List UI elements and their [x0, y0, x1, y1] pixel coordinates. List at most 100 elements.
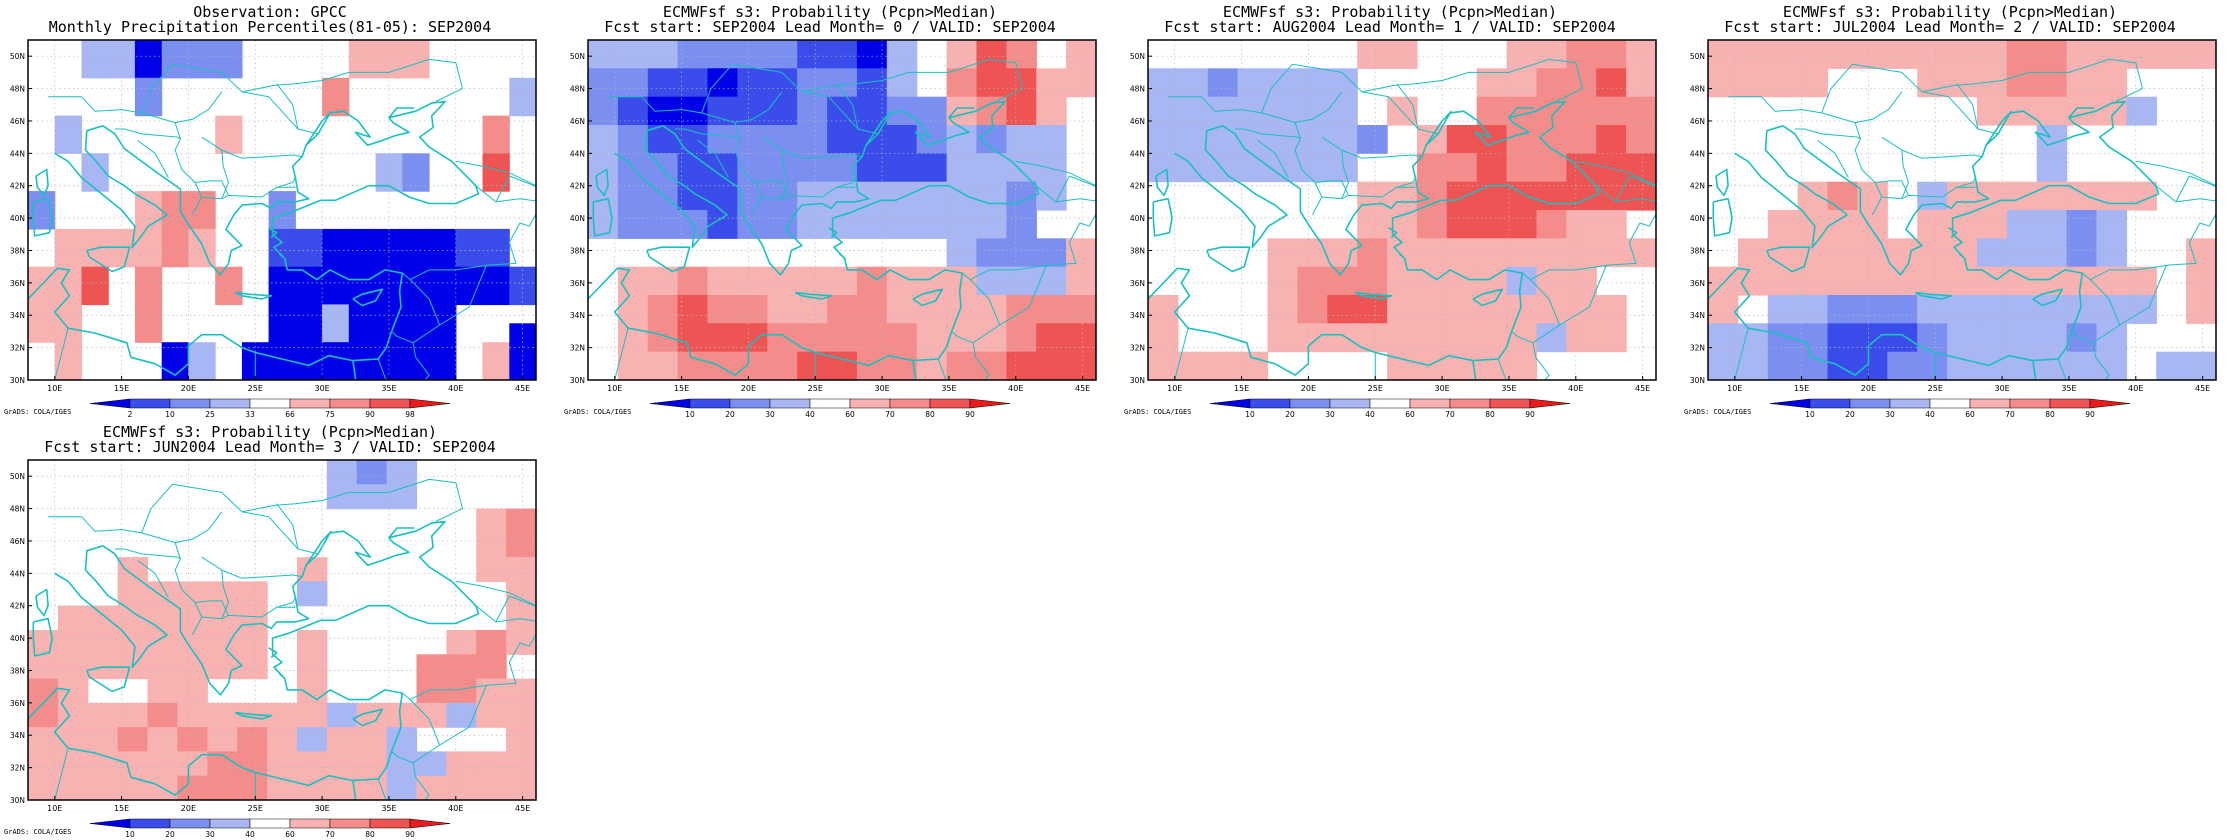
colorbar-swatch	[1849, 398, 1891, 409]
grid-cell	[976, 210, 1007, 239]
grid-cell	[1947, 181, 1978, 211]
grid-cell	[1566, 153, 1597, 183]
grid-cell	[87, 630, 119, 655]
grid-cell	[117, 581, 149, 607]
grid-cell	[1506, 295, 1538, 324]
grid-cell	[326, 484, 358, 510]
grid-cell	[54, 361, 82, 380]
grid-cell	[797, 210, 828, 239]
grid-cell	[402, 361, 430, 380]
coastline	[305, 530, 333, 566]
colorbar-swatch	[649, 398, 691, 409]
grid-cell	[147, 678, 178, 704]
lon-tick-label: 45E	[515, 804, 530, 813]
colorbar-swatch	[1489, 398, 1531, 409]
coastline	[1734, 125, 1848, 248]
country-border	[1901, 150, 1909, 199]
grid-cell	[916, 295, 948, 324]
grid-cell	[946, 125, 978, 154]
lat-tick-label: 44N	[570, 149, 585, 158]
colorbar-label: 20	[725, 410, 735, 419]
grid-cell	[476, 630, 507, 655]
country-border	[1055, 175, 1096, 203]
grid-cell	[54, 342, 82, 362]
country-border	[1817, 139, 1849, 178]
grid-cell	[1036, 323, 1067, 353]
grid-cell	[1177, 125, 1209, 154]
grid-cell	[1797, 181, 1829, 211]
grid-cell	[1917, 295, 1948, 324]
grid-cell	[117, 751, 149, 777]
grid-cell	[1947, 40, 1978, 69]
grid-cell	[737, 153, 768, 183]
grid-cell	[946, 40, 978, 69]
country-border	[1881, 136, 1903, 151]
colorbar-swatch	[249, 818, 291, 829]
country-border	[276, 503, 319, 555]
grid-cell	[1596, 153, 1627, 183]
grid-cell	[1857, 238, 1888, 268]
grid-cell	[28, 285, 56, 306]
colorbar-label: 70	[325, 830, 335, 839]
grid-cell	[2126, 40, 2157, 69]
grid-cell	[268, 304, 296, 324]
grid-cell	[147, 605, 178, 631]
grid-cell	[188, 191, 216, 211]
grid-cell	[976, 153, 1007, 183]
colorbar-swatch	[1809, 398, 1851, 409]
grid-cell	[87, 727, 119, 752]
grid-cell	[326, 702, 358, 728]
grid-cell	[856, 295, 888, 324]
grid-cell	[588, 125, 619, 154]
panel-lead2: ECMWFsf s3: Probability (Pcpn>Median) Fc…	[1680, 0, 2220, 420]
grid-cell	[177, 605, 208, 631]
country-border	[697, 139, 729, 178]
grads-credit: GrADS: COLA/IGES	[1684, 408, 1752, 416]
precip-field	[28, 460, 536, 800]
grid-cell	[1626, 238, 1656, 268]
grid-cell	[856, 351, 888, 380]
coastline	[1152, 197, 1173, 237]
grid-cell	[267, 727, 298, 752]
colorbar-swatch	[1409, 398, 1451, 409]
country-border	[1559, 264, 1607, 326]
grid-cell	[647, 68, 679, 98]
lat-tick-label: 48N	[10, 85, 25, 94]
grid-cell	[117, 702, 149, 728]
grid-cell	[1066, 351, 1096, 380]
country-border	[221, 569, 303, 579]
country-border	[836, 83, 879, 135]
grid-cell	[375, 361, 403, 380]
grid-cell	[2006, 68, 2038, 98]
map-lead2: 10E 15E 20E 25E 30E 35E 40E 45E 30N 32N 34N 36N 38N 4…	[1690, 39, 2217, 419]
grid-cell	[147, 702, 178, 728]
grid-cell	[237, 654, 268, 680]
grid-cell	[375, 172, 403, 192]
grid-cell	[215, 285, 243, 306]
coastline	[1958, 253, 1964, 258]
colorbar-label: 20	[1285, 410, 1295, 419]
grid-cell	[1626, 68, 1656, 98]
grid-cell	[767, 40, 798, 69]
colorbar-label: 10	[685, 410, 695, 419]
grid-cell	[57, 775, 89, 800]
grid-cell	[1006, 351, 1037, 380]
grid-cell	[2006, 40, 2038, 69]
lat-tick-label: 48N	[1690, 85, 1705, 94]
grid-cell	[1066, 40, 1096, 69]
colorbar-label: 40	[245, 830, 255, 839]
grid-cell	[482, 266, 510, 287]
coastline	[1472, 288, 1504, 307]
country-border	[137, 139, 169, 178]
grid-cell	[1626, 40, 1656, 69]
grid-cell	[1066, 238, 1096, 268]
grid-cell	[1148, 125, 1179, 154]
grid-cell	[1566, 323, 1597, 353]
grid-cell	[1976, 238, 2008, 268]
country-border	[201, 136, 223, 151]
map-observation: 10E 15E 20E 25E 30E 35E 40E 45E 30N 32N 34N 36N 38N 4…	[10, 39, 537, 419]
grid-cell	[797, 295, 828, 324]
grid-cell	[161, 342, 189, 362]
grid-cell	[81, 285, 109, 306]
grid-cell	[1387, 266, 1418, 296]
